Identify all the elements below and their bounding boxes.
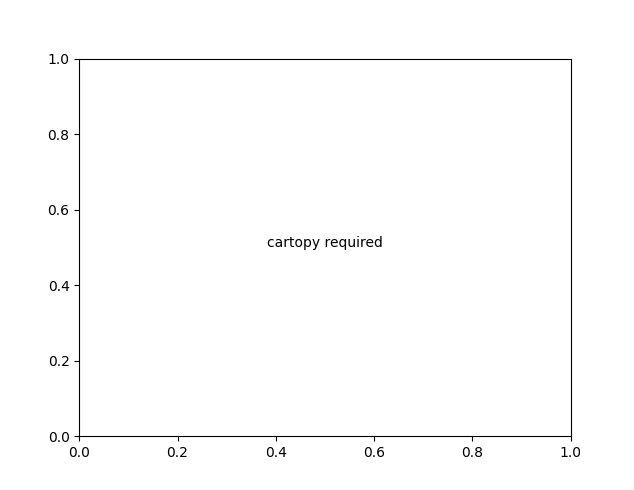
Text: cartopy required: cartopy required	[267, 237, 383, 250]
